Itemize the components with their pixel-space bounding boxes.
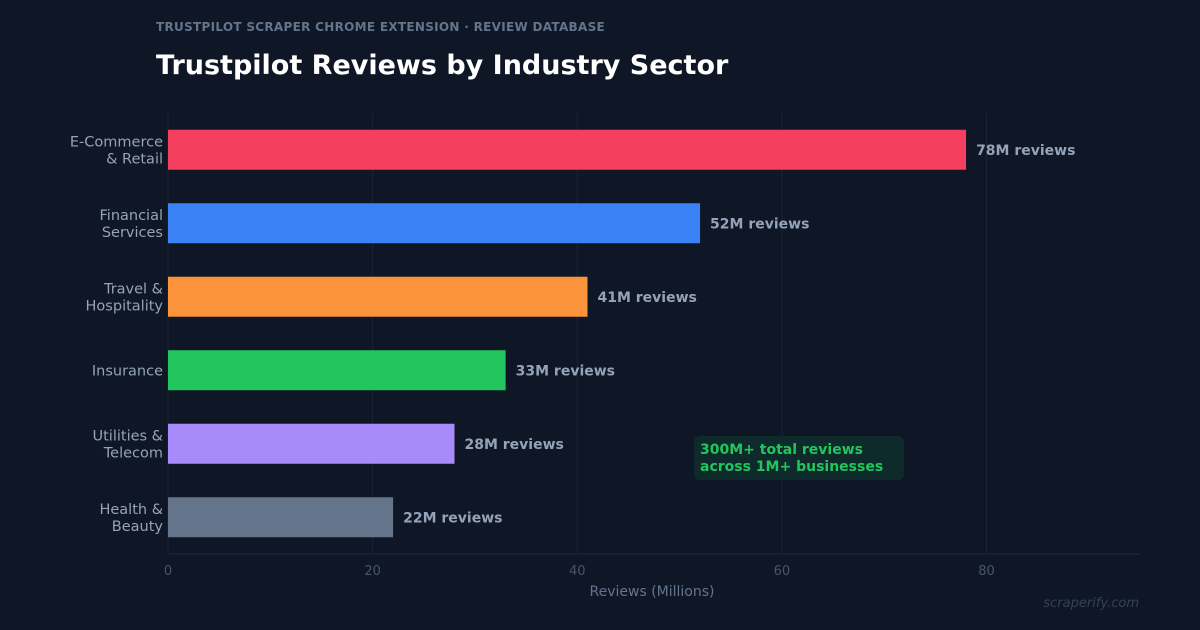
bar-value-label: 28M reviews: [464, 437, 563, 453]
category-label: Health & Beauty: [99, 502, 163, 535]
category-label: E-Commerce & Retail: [70, 134, 163, 167]
chart-eyebrow: TRUSTPILOT SCRAPER CHROME EXTENSION · RE…: [156, 20, 606, 34]
category-label: Utilities & Telecom: [93, 428, 164, 461]
category-label: Financial Services: [100, 208, 164, 241]
bar: [168, 350, 506, 391]
x-tick-label: 0: [164, 564, 172, 579]
x-tick-label: 20: [364, 564, 381, 579]
bar-value-label: 22M reviews: [403, 510, 502, 526]
x-tick-label: 80: [978, 564, 995, 579]
bar: [168, 497, 394, 538]
bar-value-label: 78M reviews: [976, 143, 1075, 159]
bar: [168, 129, 967, 170]
x-tick-label: 40: [569, 564, 586, 579]
bar-value-label: 41M reviews: [597, 290, 696, 306]
annotation-box: [694, 436, 904, 480]
bar-value-label: 33M reviews: [516, 363, 615, 379]
category-label: Travel & Hospitality: [86, 281, 164, 314]
annotation-text: 300M+ total reviews across 1M+ businesses: [700, 442, 883, 475]
chart-title: Trustpilot Reviews by Industry Sector: [156, 50, 729, 81]
x-tick-label: 60: [774, 564, 791, 579]
bar-value-label: 52M reviews: [710, 216, 809, 232]
category-label: Insurance: [92, 363, 163, 379]
bar: [168, 203, 701, 244]
bar: [168, 276, 588, 317]
bar: [168, 423, 455, 464]
x-axis-label: Reviews (Millions): [590, 584, 715, 600]
watermark: scraperify.com: [1043, 596, 1139, 611]
